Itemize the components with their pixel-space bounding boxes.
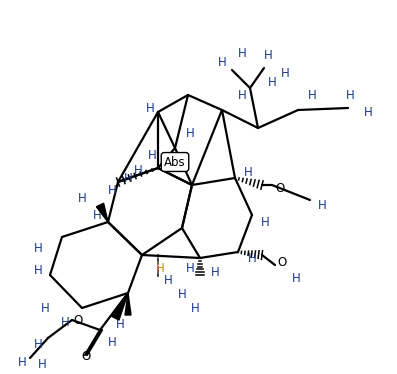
Text: H: H	[108, 335, 116, 349]
Text: H: H	[40, 301, 49, 315]
Text: H: H	[123, 172, 132, 184]
Text: O: O	[81, 350, 91, 364]
Text: H: H	[364, 105, 372, 119]
Text: H: H	[156, 261, 164, 275]
Text: Abs: Abs	[164, 156, 186, 169]
Text: H: H	[346, 89, 355, 101]
Text: H: H	[78, 191, 87, 205]
Text: H: H	[177, 288, 186, 301]
Text: O: O	[73, 313, 83, 327]
Text: H: H	[211, 266, 220, 279]
Text: H: H	[134, 163, 143, 177]
Text: H: H	[148, 148, 156, 162]
Text: H: H	[218, 55, 226, 68]
Polygon shape	[96, 203, 108, 222]
Text: H: H	[17, 356, 26, 368]
Text: H: H	[116, 319, 124, 331]
Text: H: H	[268, 76, 276, 89]
Text: H: H	[34, 242, 42, 254]
Text: H: H	[34, 264, 42, 276]
Text: H: H	[108, 184, 116, 196]
Text: H: H	[146, 101, 154, 114]
Text: H: H	[281, 67, 289, 80]
Text: H: H	[248, 251, 256, 264]
Text: H: H	[238, 89, 247, 101]
Text: H: H	[93, 208, 101, 221]
Polygon shape	[111, 293, 128, 320]
Text: H: H	[292, 272, 301, 285]
Text: H: H	[244, 166, 252, 178]
Polygon shape	[125, 293, 131, 315]
Text: H: H	[186, 261, 195, 275]
Text: H: H	[260, 215, 270, 229]
Text: O: O	[276, 181, 285, 194]
Text: H: H	[61, 316, 69, 328]
Text: H: H	[38, 359, 46, 371]
Text: H: H	[318, 199, 326, 212]
Text: H: H	[164, 273, 172, 286]
Text: H: H	[308, 89, 316, 101]
Text: H: H	[191, 301, 199, 315]
Text: H: H	[186, 126, 195, 140]
Text: H: H	[264, 49, 272, 61]
Text: O: O	[278, 257, 287, 270]
Text: H: H	[34, 338, 42, 352]
Text: H: H	[238, 46, 247, 59]
